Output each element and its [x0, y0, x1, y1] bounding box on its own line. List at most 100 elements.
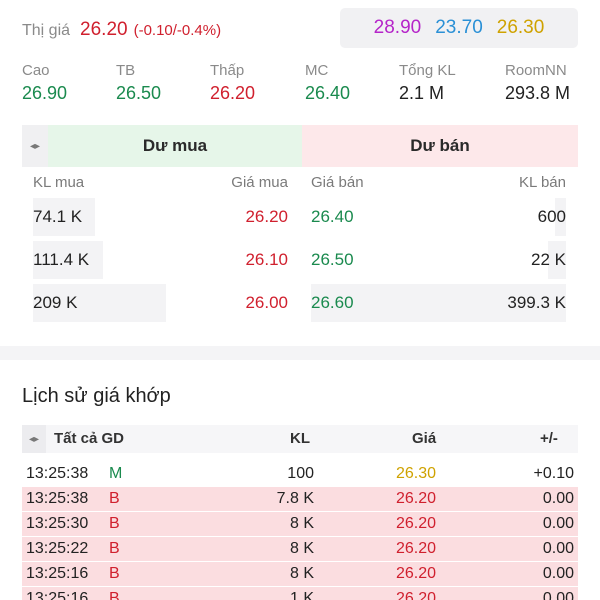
- trade-side: B: [109, 540, 120, 557]
- buy-volume: 111.4 K: [33, 250, 90, 269]
- quote-header: Thị giá 26.20 (-0.10/-0.4%) 28.90 23.70 …: [0, 0, 600, 120]
- trade-time: 13:25:16: [26, 565, 89, 582]
- trade-time: 13:25:30: [26, 515, 89, 532]
- trade-row: 13:25:16 B 8 K 26.20 0.00: [22, 562, 578, 586]
- buy-volume-bar: [33, 284, 166, 322]
- stat-label: TB: [116, 62, 136, 79]
- stat-high: Cao 26.90: [22, 62, 67, 104]
- buy-price[interactable]: 26.20: [245, 207, 288, 226]
- stat-label: RoomNN: [505, 62, 567, 79]
- stat-match-price: MC 26.40: [305, 62, 350, 104]
- buy-volume: 74.1 K: [33, 207, 83, 226]
- buy-side-title: Dư mua: [48, 125, 302, 167]
- trade-time: 13:25:22: [26, 540, 89, 557]
- floor-price: 23.70: [435, 17, 483, 38]
- trade-volume: 100: [287, 465, 314, 482]
- buy-volume-bar: [33, 198, 95, 236]
- col-volume: KL: [290, 430, 310, 447]
- trade-side: B: [109, 590, 120, 600]
- buy-price[interactable]: 26.10: [245, 250, 288, 269]
- stat-label: Thấp: [210, 62, 245, 79]
- current-price: 26.20: [80, 19, 128, 40]
- trade-volume: 8 K: [289, 540, 314, 557]
- sell-side-title: Dư bán: [302, 125, 578, 167]
- trade-volume: 8 K: [289, 565, 314, 582]
- trade-price: 26.20: [396, 565, 437, 582]
- trade-change: 0.00: [542, 565, 574, 582]
- sell-price[interactable]: 26.40: [311, 207, 354, 226]
- stat-average: TB 26.50: [116, 62, 161, 104]
- sell-volume: 600: [537, 207, 566, 226]
- sell-volume: 399.3 K: [507, 293, 566, 312]
- stat-low: Thấp 26.20: [210, 62, 255, 104]
- orderbook-row: 111.4 K 26.10 26.50 22 K: [0, 241, 600, 279]
- trade-side: M: [109, 465, 123, 482]
- stat-label: Cao: [22, 62, 50, 79]
- trade-change: +0.10: [533, 465, 574, 482]
- sell-volume: 22 K: [531, 250, 566, 269]
- trade-side: B: [109, 515, 120, 532]
- trade-change: 0.00: [542, 515, 574, 532]
- trade-volume: 1 K: [289, 590, 314, 600]
- stat-value: 2.1 M: [399, 83, 445, 103]
- trade-change: 0.00: [542, 490, 574, 507]
- trade-volume: 7.8 K: [276, 490, 314, 507]
- trade-side: B: [109, 490, 120, 507]
- section-divider: [0, 346, 600, 360]
- sell-price[interactable]: 26.60: [311, 293, 354, 312]
- stat-value: 26.90: [22, 83, 68, 103]
- trade-price: 26.20: [396, 540, 437, 557]
- col-buy-price: Giá mua: [231, 174, 288, 191]
- stat-label: MC: [305, 62, 329, 79]
- sell-volume-bar: [548, 241, 566, 279]
- trade-time: 13:25:38: [26, 465, 89, 482]
- col-sell-volume: KL bán: [519, 174, 566, 191]
- reference-prices: 28.90 23.70 26.30: [340, 8, 578, 48]
- col-buy-volume: KL mua: [33, 174, 85, 191]
- trade-row: 13:25:38 M 100 26.30 +0.10: [22, 462, 578, 486]
- stat-value: 26.20: [210, 83, 256, 103]
- col-price: Giá: [412, 430, 437, 447]
- trade-row: 13:25:38 B 7.8 K 26.20 0.00: [22, 487, 578, 511]
- orderbook-columns: KL mua Giá mua Giá bán KL bán: [0, 174, 600, 196]
- col-change: +/-: [540, 430, 558, 447]
- stat-foreign-room: RoomNN 293.8 M: [505, 62, 570, 104]
- sell-price[interactable]: 26.50: [311, 250, 354, 269]
- trade-price: 26.20: [396, 590, 437, 600]
- sell-volume-bar: [311, 284, 566, 322]
- expand-arrows-icon[interactable]: ◂▸: [22, 425, 46, 453]
- stat-label: Tổng KL: [399, 62, 456, 79]
- trade-change: 0.00: [542, 590, 574, 600]
- trade-row: 13:25:22 B 8 K 26.20 0.00: [22, 537, 578, 561]
- trade-time: 13:25:38: [26, 490, 89, 507]
- sell-volume-bar: [555, 198, 566, 236]
- price-line: Thị giá 26.20 (-0.10/-0.4%): [22, 19, 221, 41]
- orderbook-row: 209 K 26.00 26.60 399.3 K: [0, 284, 600, 322]
- trade-price: 26.20: [396, 490, 437, 507]
- orderbook-header: ◂▸ Dư mua Dư bán: [22, 125, 578, 167]
- price-change: (-0.10/-0.4%): [133, 22, 222, 39]
- trade-row: 13:25:16 B 1 K 26.20 0.00: [22, 587, 578, 600]
- trade-time: 13:25:16: [26, 590, 89, 600]
- trade-side: B: [109, 565, 120, 582]
- buy-volume: 209 K: [33, 293, 78, 312]
- filter-all-trades[interactable]: Tất cả GD: [54, 430, 125, 447]
- trade-change: 0.00: [542, 540, 574, 557]
- history-title: Lịch sử giá khớp: [22, 385, 171, 407]
- expand-arrows-icon[interactable]: ◂▸: [22, 125, 48, 167]
- stat-value: 293.8 M: [505, 83, 571, 103]
- stat-value: 26.40: [305, 83, 351, 103]
- history-header: ◂▸ Tất cả GD KL Giá +/-: [22, 425, 578, 453]
- trade-row: 13:25:30 B 8 K 26.20 0.00: [22, 512, 578, 536]
- stat-total-volume: Tổng KL 2.1 M: [399, 62, 456, 104]
- trade-price: 26.30: [396, 465, 437, 482]
- trade-price: 26.20: [396, 515, 437, 532]
- reference-price: 26.30: [496, 17, 545, 38]
- buy-volume-bar: [33, 241, 103, 279]
- trade-volume: 8 K: [289, 515, 314, 532]
- buy-price[interactable]: 26.00: [245, 293, 288, 312]
- col-sell-price: Giá bán: [311, 174, 364, 191]
- price-label: Thị giá: [22, 22, 71, 39]
- orderbook-row: 74.1 K 26.20 26.40 600: [0, 198, 600, 236]
- stats-row: Cao 26.90 TB 26.50 Thấp 26.20 MC 26.40 T…: [0, 62, 600, 106]
